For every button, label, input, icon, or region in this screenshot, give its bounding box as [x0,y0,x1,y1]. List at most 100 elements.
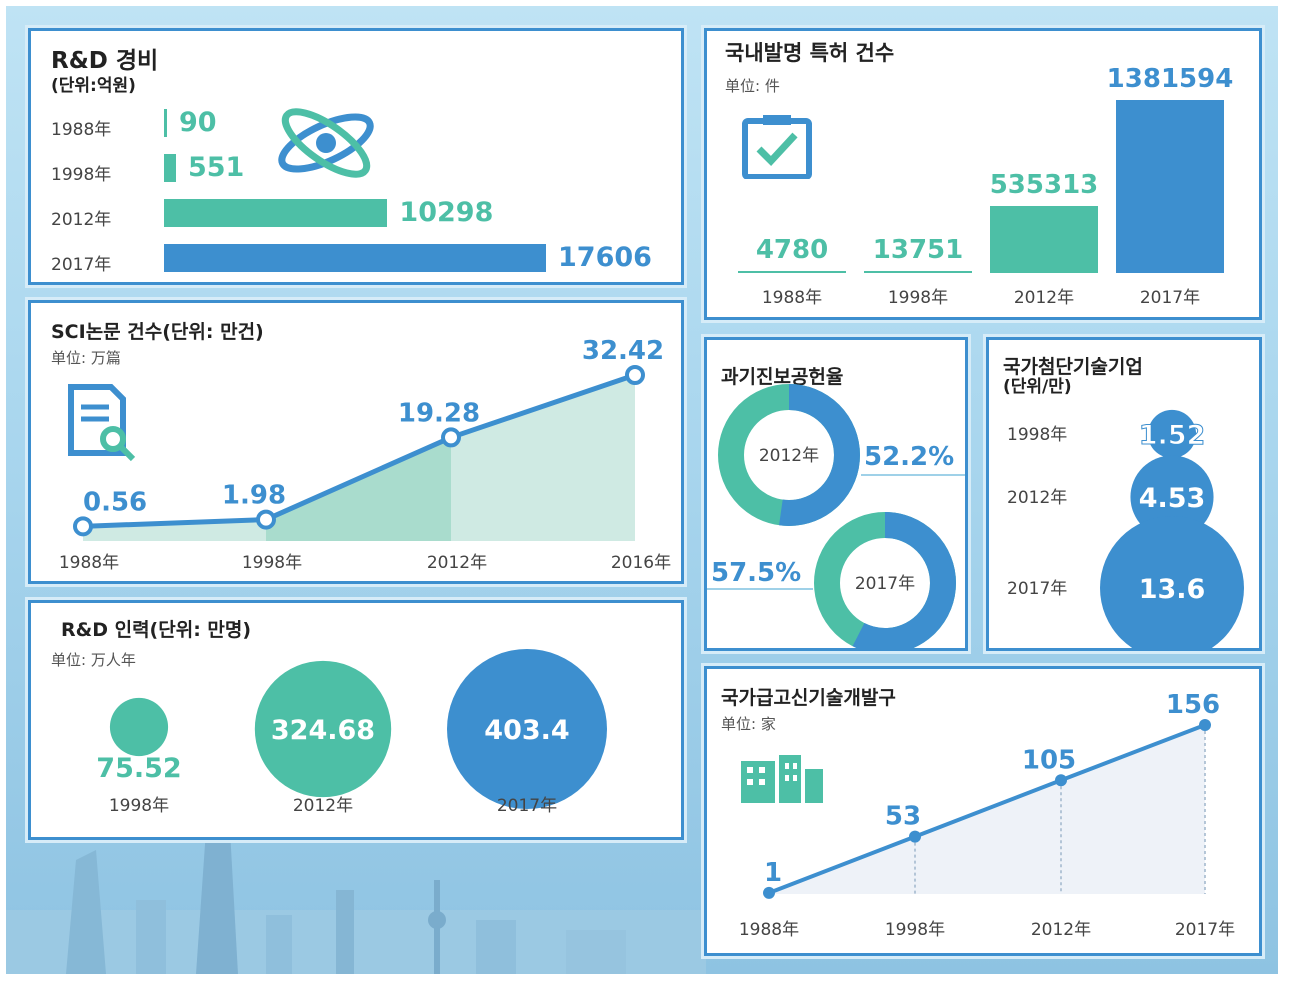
donut-year-label: 2017年 [855,574,915,594]
panel-unit: (단위/만) [1003,377,1072,397]
x-tick-label: 1988年 [739,920,799,940]
bar [738,271,846,273]
data-point [73,516,93,537]
hightech-bubble-chart: 1.52 1998年 4.53 2012年 13.6 2017年 [1007,409,1244,648]
x-tick-label: 1988年 [59,553,119,573]
personnel-panel: R&D 인력(단위: 만명) 单位: 万人年 75.52 1998年 324.68 2… [28,600,684,840]
sci-area-chart: 0.56 1988年 1.98 1998年 19.28 2012年 32.42 2016年 [59,336,671,573]
area-segment [266,437,451,541]
bubble-year-label: 2017年 [1007,579,1067,599]
bubble-year-label: 2017年 [497,796,557,816]
panel-title: R&D 경비 [51,48,159,74]
bar [164,199,388,227]
document-search-icon [68,384,136,462]
bar-value-label: 10298 [399,197,494,228]
area-segment [451,375,635,541]
bubble [109,697,169,757]
building-icon [741,755,823,803]
sci-papers-panel: SCI논문 건수(단위: 만건) 单位: 万篇 0.56 1988年 1.98 199… [28,300,684,584]
bubble [1130,455,1214,539]
bar-year-label: 1998年 [51,165,112,185]
bar-year-label: 2017年 [51,255,112,275]
bar [864,271,972,273]
data-label: 1 [764,858,782,888]
bubble-year-label: 2012年 [1007,488,1067,508]
donut-value-label: 52.2% [864,442,954,472]
hightech-panel: 국가첨단기술기업 (단위/만) 1.52 1998年 4.53 2012年 13.6 20… [986,337,1262,651]
bubble [1147,409,1197,459]
bar-year-label: 1988年 [761,288,823,308]
panel-title: 과기진보공헌율 [721,366,844,388]
panel-unit: (단위:억원) [51,76,136,96]
bubble-value-label: 403.4 [484,715,569,746]
bar [990,205,1098,273]
bar-year-label: 2017年 [1139,288,1201,308]
bubble-value-label: 4.53 [1139,483,1206,514]
bar-value-label: 551 [187,152,245,183]
panel-unit: 单位: 万篇 [51,349,121,367]
zones-panel: 국가급고신기술개발구 单位: 家 1 1988年 53 1998年 105 2012年 15… [704,666,1262,956]
bubble-value-label: 324.68 [271,715,375,746]
panel-title: 국가급고신기술개발구 [721,687,896,709]
bar [164,109,167,137]
city-skyline-illustration [6,820,706,974]
bar [1116,100,1224,273]
donut-charts: 2012年 52.2% 2017年 57.5% [707,384,965,648]
bubble-year-label: 1998年 [109,796,169,816]
bubble [447,649,607,809]
data-point [1055,774,1067,787]
bar-value-label: 4780 [755,235,829,265]
data-point [1199,719,1211,731]
series-line [768,723,1206,895]
x-tick-label: 1998年 [242,553,302,573]
data-label: 105 [1022,745,1076,775]
panel-title: SCI논문 건수(단위: 만건) [51,321,264,343]
data-label: 32.42 [582,336,664,366]
x-tick-label: 2012年 [427,553,487,573]
patents-panel: 국내발명 특허 건수 单位: 件 4780 1988年 13751 1998年 5353… [704,28,1262,320]
bubble-value-label: 1.52 [1139,420,1206,451]
donut-year-label: 2012年 [759,446,819,466]
bar-value-label: 13751 [872,235,964,265]
series-line [82,372,636,529]
atom-icon [278,108,374,178]
panel-unit: 单位: 万人年 [51,651,136,669]
rd-expense-panel: R&D 경비 (단위:억원) 1988年 90 1998年 551 2012年 10298… [28,28,684,285]
data-label: 0.56 [83,487,147,517]
donut-slice [718,384,860,526]
bar-year-label: 1998年 [887,288,949,308]
donut-value-label: 57.5% [711,558,801,588]
data-label: 1.98 [222,481,286,511]
data-point [625,365,645,385]
bar-year-label: 1988年 [51,120,112,140]
x-tick-label: 2012年 [1031,920,1091,940]
bar-value-label: 90 [179,107,217,138]
bar-year-label: 2012年 [1013,288,1075,308]
x-tick-label: 2017年 [1175,920,1235,940]
bar-value-label: 535313 [989,169,1099,200]
bar-value-label: 17606 [558,242,652,273]
panel-title: 국가첨단기술기업 [1003,356,1143,378]
data-label: 19.28 [398,398,480,428]
bubble-year-label: 2012年 [293,796,353,816]
x-tick-label: 1998年 [885,920,945,940]
bubble [1100,516,1244,648]
panel-title: 국내발명 특허 건수 [725,41,895,65]
panel-title: R&D 인력(단위: 만명) [61,619,252,641]
personnel-bubble-chart: 75.52 1998年 324.68 2012年 403.4 2017年 [96,649,607,816]
bubble-year-label: 1998年 [1007,425,1067,445]
bar [164,154,176,182]
donut-slice [814,512,956,648]
data-point [909,830,921,843]
bar [164,244,546,272]
data-label: 53 [885,802,921,832]
bubble-value-label: 13.6 [1139,574,1206,605]
panel-unit: 单位: 件 [725,77,780,95]
bubble-value-label: 75.52 [96,753,181,784]
clipboard-icon [742,115,812,179]
progress-panel: 과기진보공헌율 2012年 52.2% 2017年 57.5% [704,337,968,651]
bar-year-label: 2012年 [51,210,112,230]
x-tick-label: 2016年 [611,553,671,573]
bar-value-label: 1381594 [1106,64,1234,94]
data-point [256,509,276,530]
